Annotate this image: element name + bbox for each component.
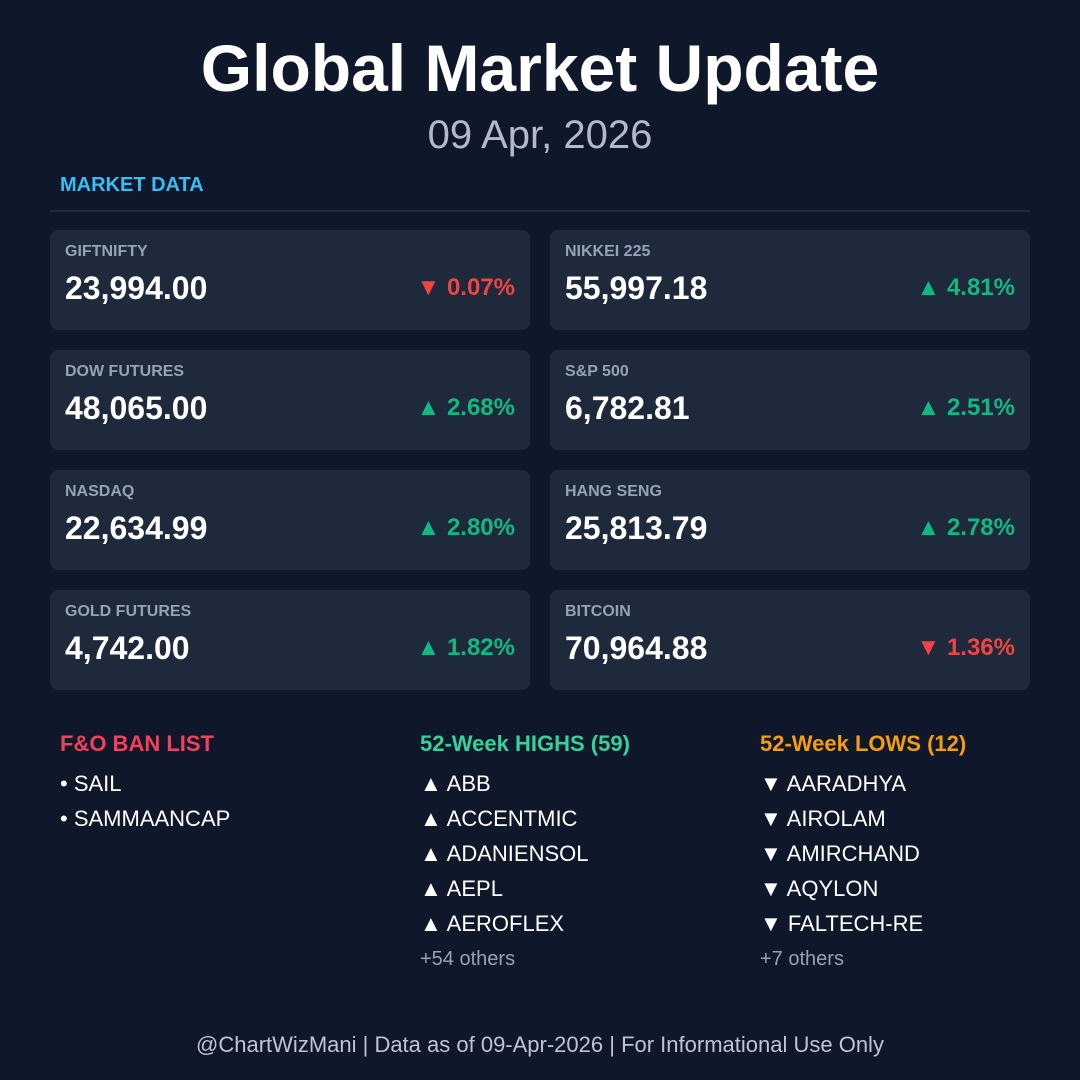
- card-value: 48,065.00: [65, 390, 208, 426]
- card-label: GIFTNIFTY: [65, 243, 148, 260]
- footer: @ChartWizMani | Data as of 09-Apr-2026 |…: [196, 1032, 884, 1057]
- card-value: 6,782.81: [565, 390, 690, 426]
- section-title: MARKET DATA: [60, 174, 204, 196]
- list-item: ▲ ADANIENSOL: [420, 841, 589, 866]
- card-value: 70,964.88: [565, 630, 708, 666]
- card-value: 4,742.00: [65, 630, 190, 666]
- card-label: HANG SENG: [565, 483, 662, 500]
- card-change: ▼ 0.07%: [416, 274, 515, 301]
- list-item: ▲ AEROFLEX: [420, 911, 565, 936]
- card-change: ▲ 2.80%: [416, 514, 515, 541]
- card-label: GOLD FUTURES: [65, 603, 192, 620]
- market-card: GOLD FUTURES 4,742.00 ▲ 1.82%: [50, 590, 530, 690]
- list-item: ▲ AEPL: [420, 876, 503, 901]
- list-title: 52-Week LOWS (12): [760, 731, 967, 756]
- card-change: ▼ 1.36%: [916, 634, 1015, 661]
- list-item: • SAMMAANCAP: [60, 806, 231, 831]
- list-item: ▼ AMIRCHAND: [760, 841, 920, 866]
- list-more: +7 others: [760, 948, 844, 970]
- card-change: ▲ 2.51%: [916, 394, 1015, 421]
- market-card: S&P 500 6,782.81 ▲ 2.51%: [550, 350, 1030, 450]
- list-title: 52-Week HIGHS (59): [420, 731, 630, 756]
- list-item: • SAIL: [60, 771, 122, 796]
- list-title: F&O BAN LIST: [60, 731, 214, 756]
- market-card: HANG SENG 25,813.79 ▲ 2.78%: [550, 470, 1030, 570]
- card-change: ▲ 2.68%: [416, 394, 515, 421]
- list-item: ▲ ABB: [420, 771, 491, 796]
- card-value: 23,994.00: [65, 270, 208, 306]
- card-change: ▲ 2.78%: [916, 514, 1015, 541]
- list-more: +54 others: [420, 948, 516, 970]
- card-change: ▲ 1.82%: [416, 634, 515, 661]
- list-item: ▼ AIROLAM: [760, 806, 886, 831]
- market-card: GIFTNIFTY 23,994.00 ▼ 0.07%: [50, 230, 530, 330]
- card-label: NASDAQ: [65, 483, 135, 500]
- market-card: NASDAQ 22,634.99 ▲ 2.80%: [50, 470, 530, 570]
- list-item: ▼ AQYLON: [760, 876, 879, 901]
- list-item: ▲ ACCENTMIC: [420, 806, 578, 831]
- card-label: NIKKEI 225: [565, 243, 651, 260]
- card-label: BITCOIN: [565, 603, 631, 620]
- card-value: 25,813.79: [565, 510, 708, 546]
- card-label: S&P 500: [565, 363, 629, 380]
- date: 09 Apr, 2026: [427, 113, 653, 157]
- market-card: BITCOIN 70,964.88 ▼ 1.36%: [550, 590, 1030, 690]
- list-item: ▼ AARADHYA: [760, 771, 907, 796]
- card-change: ▲ 4.81%: [916, 274, 1015, 301]
- card-value: 55,997.18: [565, 270, 708, 306]
- market-card: NIKKEI 225 55,997.18 ▲ 4.81%: [550, 230, 1030, 330]
- card-label: DOW FUTURES: [65, 363, 185, 380]
- divider: [50, 210, 1030, 212]
- card-value: 22,634.99: [65, 510, 208, 546]
- list-item: ▼ FALTECH-RE: [760, 911, 924, 936]
- title: Global Market Update: [200, 31, 880, 105]
- market-card: DOW FUTURES 48,065.00 ▲ 2.68%: [50, 350, 530, 450]
